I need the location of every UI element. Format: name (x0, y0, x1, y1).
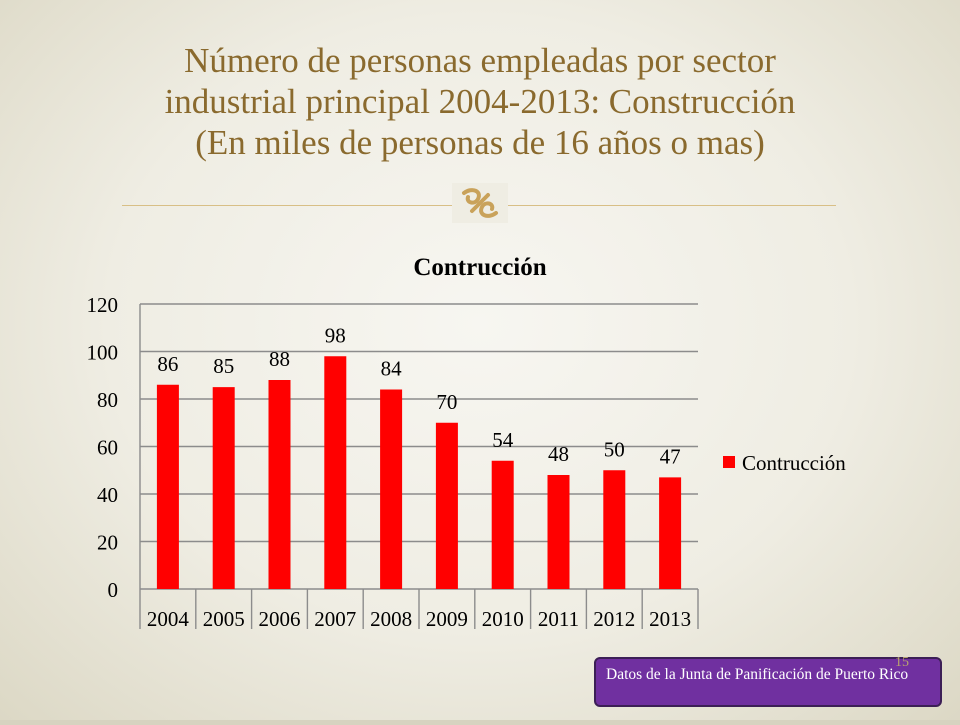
data-label-2007: 98 (325, 323, 346, 347)
data-label-2011: 48 (548, 442, 569, 466)
source-note-text: Datos de la Junta de Panificación de Pue… (606, 666, 909, 683)
legend-label: Contrucción (742, 451, 846, 475)
bar-2013 (659, 477, 682, 589)
x-tick-label-2010: 2010 (482, 607, 524, 631)
data-label-2004: 86 (157, 352, 178, 376)
bar-2004 (156, 384, 179, 589)
x-tick-label-2005: 2005 (203, 607, 245, 631)
data-label-2006: 88 (269, 347, 290, 371)
x-tick-label-2004: 2004 (147, 607, 190, 631)
page-number: 15 (895, 655, 909, 670)
bar-2011 (547, 475, 570, 589)
bar-2007 (324, 356, 347, 589)
y-tick-label: 40 (97, 483, 118, 507)
title-line-3: (En miles de personas de 16 años o mas) (195, 123, 765, 162)
y-axis-ticks: 0 20 40 60 80 100 120 (87, 293, 119, 602)
divider-right (508, 205, 836, 206)
bars (156, 356, 682, 589)
x-tick-label-2007: 2007 (314, 607, 356, 631)
x-tick-label-2013: 2013 (649, 607, 691, 631)
data-labels: 86 85 88 98 84 70 54 48 50 47 (157, 323, 680, 468)
legend: Contrucción (723, 451, 846, 475)
bar-2012 (603, 470, 626, 589)
y-tick-label: 0 (108, 578, 119, 602)
chart-title: Contrucción (413, 254, 546, 281)
x-axis-ticks: 2004 2005 2006 2007 2008 2009 2010 2011 2012 2013 (147, 607, 691, 631)
bar-2009 (435, 422, 458, 589)
data-label-2010: 54 (492, 428, 514, 452)
title-line-2: industrial principal 2004-2013: Construc… (164, 82, 796, 121)
y-tick-label: 80 (97, 388, 118, 412)
bar-2008 (380, 389, 403, 589)
x-tick-label-2009: 2009 (426, 607, 468, 631)
slide-title: Número de personas empleadas por sector … (60, 40, 900, 163)
y-tick-label: 20 (97, 531, 118, 555)
title-line-1: Número de personas empleadas por sector (184, 41, 776, 80)
data-label-2013: 47 (660, 444, 681, 468)
legend-swatch (723, 456, 735, 468)
decorative-flourish-icon (452, 183, 508, 223)
source-note: Datos de la Junta de Panificación de Pue… (594, 657, 942, 707)
y-tick-label: 120 (87, 293, 119, 317)
divider-left (122, 205, 452, 206)
x-tick-label-2008: 2008 (370, 607, 412, 631)
data-label-2012: 50 (604, 437, 625, 461)
bar-2006 (268, 380, 291, 589)
data-label-2008: 84 (381, 357, 403, 381)
x-tick-label-2012: 2012 (593, 607, 635, 631)
x-tick-label-2006: 2006 (259, 607, 301, 631)
y-tick-label: 100 (87, 341, 119, 365)
y-tick-label: 60 (97, 436, 118, 460)
bar-2005 (212, 387, 235, 589)
x-tick-label-2011: 2011 (538, 607, 579, 631)
data-label-2005: 85 (213, 354, 234, 378)
bar-2010 (491, 460, 514, 589)
data-label-2009: 70 (436, 390, 457, 414)
